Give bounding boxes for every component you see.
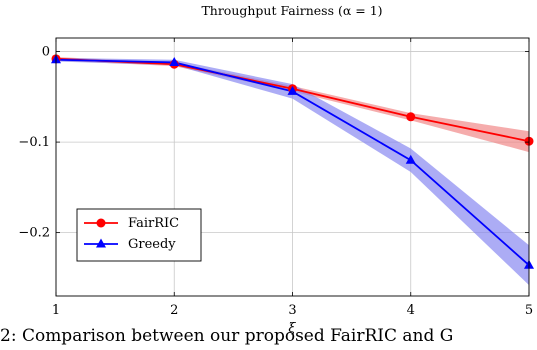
figure-caption: 2: Comparison between our proposed FairR…: [0, 326, 454, 346]
x-tick-label: 1: [52, 303, 60, 318]
greedy-point: [405, 154, 416, 164]
x-tick-label: 5: [525, 303, 533, 318]
y-tick-label: −0.1: [18, 135, 50, 150]
legend-greedy-label: Greedy: [128, 237, 176, 252]
greedy-point: [169, 56, 180, 66]
fairric-point: [406, 112, 416, 122]
y-tick-label: 0: [42, 45, 50, 60]
y-tick-labels: 0 −0.1 −0.2: [18, 45, 50, 241]
legend-fairric-marker: [96, 218, 106, 228]
chart-title: Throughput Fairness (α = 1): [201, 3, 382, 18]
x-tick-label: 4: [407, 303, 415, 318]
axis-ticks: [55, 38, 530, 296]
legend-fairric-label: FairRIC: [128, 216, 179, 231]
x-tick-label: 3: [288, 303, 296, 318]
x-axis-label: ξ: [288, 321, 296, 336]
y-tick-label: −0.2: [18, 226, 50, 241]
legend: FairRIC Greedy: [76, 208, 202, 262]
x-tick-labels: 1 2 3 4 5: [52, 303, 533, 318]
x-tick-label: 2: [170, 303, 178, 318]
legend-box: [76, 208, 202, 262]
greedy-band: [56, 57, 529, 286]
confidence-bands: [56, 57, 529, 286]
greedy-point: [287, 85, 298, 95]
legend-greedy-marker: [96, 238, 106, 248]
